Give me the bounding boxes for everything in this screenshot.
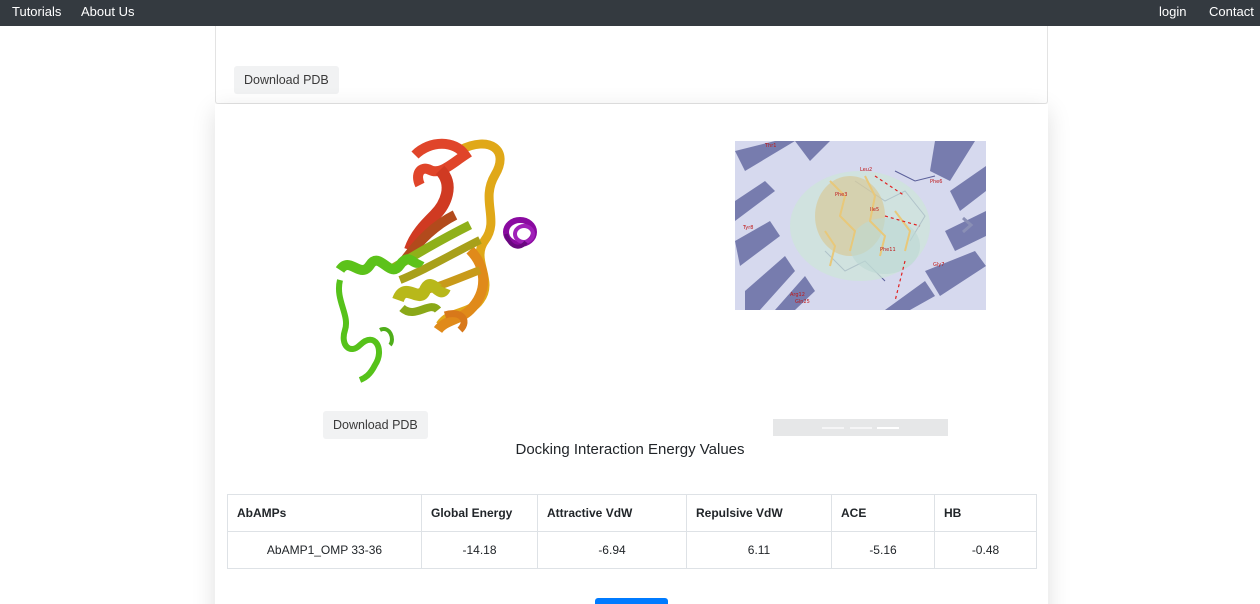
cell-global-energy: -14.18: [421, 531, 538, 569]
carousel-indicator-2[interactable]: [850, 427, 872, 429]
carousel-next-arrow-icon[interactable]: [960, 216, 974, 234]
column-header-global-energy: Global Energy: [421, 494, 538, 532]
energy-values-table: AbAMPs Global Energy Attractive VdW Repu…: [227, 494, 1037, 569]
cell-ace: -5.16: [831, 531, 935, 569]
nav-link-about-us[interactable]: About Us: [81, 4, 135, 19]
nav-link-login[interactable]: login: [1159, 4, 1187, 19]
svg-text:Gly7: Gly7: [933, 262, 944, 268]
svg-text:Leu2: Leu2: [860, 167, 872, 173]
column-header-attractive-vdw: Attractive VdW: [537, 494, 687, 532]
cell-repulsive-vdw: 6.11: [686, 531, 832, 569]
primary-action-button[interactable]: [595, 598, 668, 604]
svg-text:Tyr8: Tyr8: [742, 225, 753, 231]
docking-carousel-slide: Thr1 Leu2 Phe6 Tyr8 Gly7 Arg12 Gln25 Phe…: [735, 141, 986, 310]
column-header-ace: ACE: [831, 494, 935, 532]
svg-text:Phe6: Phe6: [930, 179, 942, 185]
column-header-abamps: AbAMPs: [227, 494, 422, 532]
svg-text:Gln25: Gln25: [795, 299, 810, 305]
energy-section-title: Docking Interaction Energy Values: [515, 441, 745, 458]
cell-hb: -0.48: [934, 531, 1037, 569]
svg-text:Phe11: Phe11: [880, 247, 896, 253]
svg-text:Arg12: Arg12: [790, 292, 805, 298]
table-header-row: AbAMPs Global Energy Attractive VdW Repu…: [227, 494, 1037, 532]
carousel-indicator-1[interactable]: [822, 427, 844, 429]
top-navbar: Tutorials About Us login Contact: [0, 0, 1260, 26]
svg-text:Phe3: Phe3: [835, 192, 847, 198]
protein-ribbon-structure-icon: [335, 138, 537, 383]
column-header-repulsive-vdw: Repulsive VdW: [686, 494, 832, 532]
svg-text:Thr1: Thr1: [764, 143, 776, 149]
purple-helix-icon: [503, 217, 537, 249]
nav-link-contact[interactable]: Contact: [1209, 4, 1254, 19]
column-header-hb: HB: [934, 494, 1037, 532]
download-pdb-button-structure[interactable]: Download PDB: [323, 411, 428, 439]
carousel-indicator-3[interactable]: [877, 427, 899, 429]
cell-abamp: AbAMP1_OMP 33-36: [227, 531, 422, 569]
download-pdb-button-top[interactable]: Download PDB: [234, 66, 339, 94]
table-row: AbAMP1_OMP 33-36 -14.18 -6.94 6.11 -5.16…: [227, 531, 1037, 569]
top-card: [215, 26, 1048, 104]
nav-link-tutorials[interactable]: Tutorials: [12, 4, 62, 19]
svg-text:Ile5: Ile5: [870, 207, 879, 213]
cell-attractive-vdw: -6.94: [537, 531, 687, 569]
docking-interaction-image-icon: Thr1 Leu2 Phe6 Tyr8 Gly7 Arg12 Gln25 Phe…: [735, 141, 986, 310]
carousel-indicators: [773, 419, 948, 436]
